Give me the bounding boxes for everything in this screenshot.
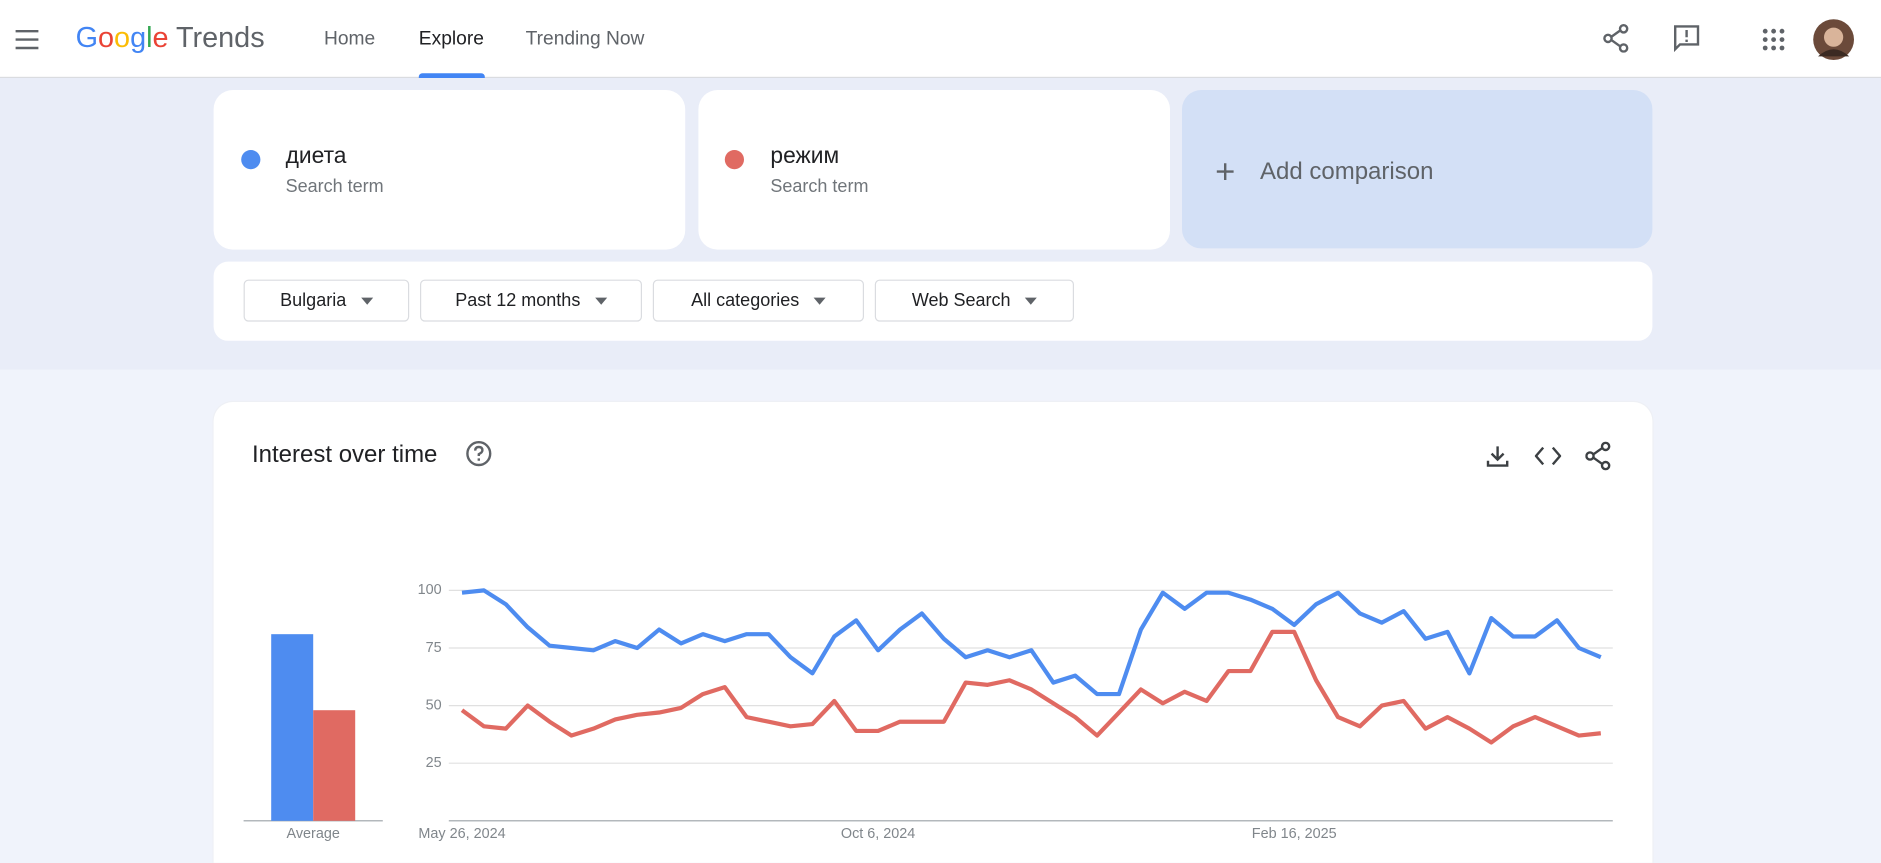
- embed-icon[interactable]: [1534, 445, 1562, 467]
- y-tick-label: 25: [426, 755, 442, 771]
- y-tick-label: 75: [426, 640, 442, 656]
- chart-share-icon[interactable]: [1585, 441, 1611, 471]
- help-icon[interactable]: [466, 440, 492, 467]
- y-tick-label: 100: [418, 582, 442, 598]
- term-subtitle: Search term: [770, 176, 869, 197]
- filter-search-type[interactable]: Web Search: [874, 279, 1074, 322]
- filter-region[interactable]: Bulgaria: [243, 279, 410, 322]
- plus-icon: [1216, 163, 1234, 181]
- term-name: диета: [285, 144, 347, 170]
- chart-title: Interest over time: [252, 441, 438, 469]
- average-bar: [313, 710, 356, 821]
- trend-line: [461, 588, 1602, 697]
- logo-brand: Google: [75, 21, 169, 55]
- average-label: Average: [287, 826, 340, 842]
- y-tick-label: 50: [426, 697, 442, 713]
- add-comparison-label: Add comparison: [1260, 158, 1434, 185]
- share-icon[interactable]: [1602, 24, 1631, 53]
- logo-product: Trends: [176, 21, 265, 55]
- apps-icon[interactable]: [1762, 28, 1786, 52]
- term-name: режим: [770, 144, 840, 170]
- x-tick-label: Feb 16, 2025: [1252, 826, 1337, 842]
- download-icon[interactable]: [1486, 444, 1510, 468]
- term-card[interactable]: режим Search term: [698, 90, 1170, 250]
- avatar[interactable]: [1812, 18, 1855, 61]
- nav-home[interactable]: Home: [324, 28, 376, 50]
- filter-time[interactable]: Past 12 months: [420, 279, 642, 322]
- average-bar: [271, 634, 314, 821]
- x-tick-label: Oct 6, 2024: [841, 826, 915, 842]
- nav-underline: [418, 73, 485, 78]
- feedback-icon[interactable]: [1673, 24, 1702, 53]
- header: Google Trends Home Explore Trending Now: [0, 0, 1881, 78]
- menu-icon[interactable]: [14, 29, 40, 51]
- term-dot: [241, 150, 261, 170]
- trend-line: [460, 629, 1602, 745]
- filter-category[interactable]: All categories: [652, 279, 865, 322]
- chart-card: Interest over time: [213, 402, 1653, 863]
- nav-explore[interactable]: Explore: [418, 28, 484, 50]
- add-comparison[interactable]: Add comparison: [1182, 90, 1653, 249]
- term-subtitle: Search term: [285, 176, 384, 197]
- term-dot: [724, 150, 744, 170]
- nav-trending[interactable]: Trending Now: [525, 28, 645, 50]
- logo[interactable]: Google Trends: [76, 22, 265, 56]
- x-tick-label: May 26, 2024: [418, 826, 505, 842]
- term-card[interactable]: диета Search term: [213, 90, 686, 250]
